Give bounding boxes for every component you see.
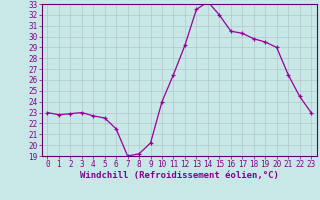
X-axis label: Windchill (Refroidissement éolien,°C): Windchill (Refroidissement éolien,°C)	[80, 171, 279, 180]
